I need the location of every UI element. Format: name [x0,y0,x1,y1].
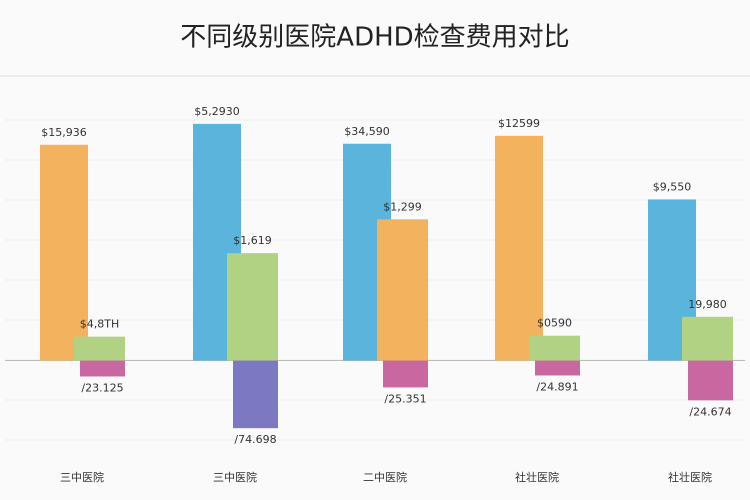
value-label: /24.674 [689,405,731,418]
bar [40,144,88,361]
bar [74,336,125,361]
value-label: $1,619 [233,234,272,247]
bar [688,360,733,401]
value-label: $1,299 [383,200,422,213]
bar [535,360,580,376]
value-label: /24.891 [536,380,578,393]
value-label: /23.125 [81,381,123,394]
x-tick-label: 二中医院 [363,470,407,484]
value-label: $12599 [498,117,540,130]
value-label: $15,936 [41,126,87,139]
bar [80,360,125,377]
value-label: $9,550 [653,180,692,193]
value-label: $4,8TH [80,318,119,331]
bar [529,335,580,361]
bar [377,219,428,361]
x-tick-label: 社壮医院 [515,470,559,484]
chart-title: 不同级别医院ADHD检查费用对比 [180,23,569,53]
bar [495,135,543,361]
x-tick-label: 三中医院 [60,470,104,484]
bar [682,316,733,361]
x-tick-label: 三中医院 [213,470,257,484]
bar [227,253,278,361]
bar [233,360,278,429]
x-tick-label: 社壮医院 [668,470,712,484]
value-label: $34,590 [344,125,390,138]
value-label: $5,2930 [194,105,240,118]
value-label: /74.698 [234,433,276,446]
value-label: /25.351 [384,392,426,405]
value-label: 19,980 [688,298,727,311]
value-label: $0590 [537,317,572,330]
bar [383,360,428,388]
